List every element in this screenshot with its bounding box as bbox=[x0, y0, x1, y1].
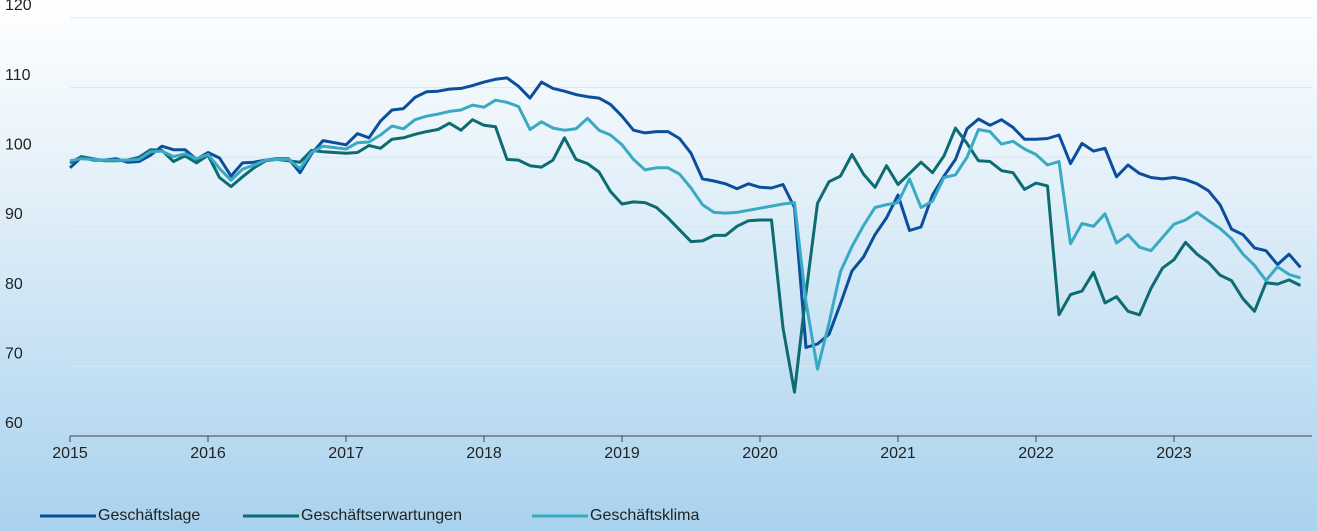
x-tick-label: 2021 bbox=[880, 445, 916, 462]
y-tick-label: 90 bbox=[5, 206, 23, 223]
x-tick-label: 2016 bbox=[190, 445, 226, 462]
x-tick-label: 2018 bbox=[466, 445, 502, 462]
y-tick-label: 120 bbox=[5, 0, 32, 14]
x-tick-label: 2020 bbox=[742, 445, 778, 462]
series-line bbox=[68, 76, 1302, 349]
y-tick-label: 110 bbox=[5, 67, 31, 84]
legend-label: Geschäftsklima bbox=[590, 507, 699, 524]
y-tick-label: 60 bbox=[5, 415, 23, 432]
legend-label: Geschäftslage bbox=[98, 507, 200, 524]
series-line bbox=[69, 118, 1302, 394]
legend-label: Geschäftserwartungen bbox=[301, 507, 462, 524]
y-tick-label: 100 bbox=[5, 137, 32, 154]
x-tick-label: 2019 bbox=[604, 445, 640, 462]
y-tick-label: 80 bbox=[5, 276, 23, 293]
x-tick-label: 2015 bbox=[52, 445, 88, 462]
series-line bbox=[69, 98, 1301, 371]
y-tick-label: 70 bbox=[5, 346, 23, 363]
x-tick-label: 2022 bbox=[1018, 445, 1054, 462]
x-tick-label: 2023 bbox=[1156, 445, 1192, 462]
x-tick-label: 2017 bbox=[328, 445, 364, 462]
